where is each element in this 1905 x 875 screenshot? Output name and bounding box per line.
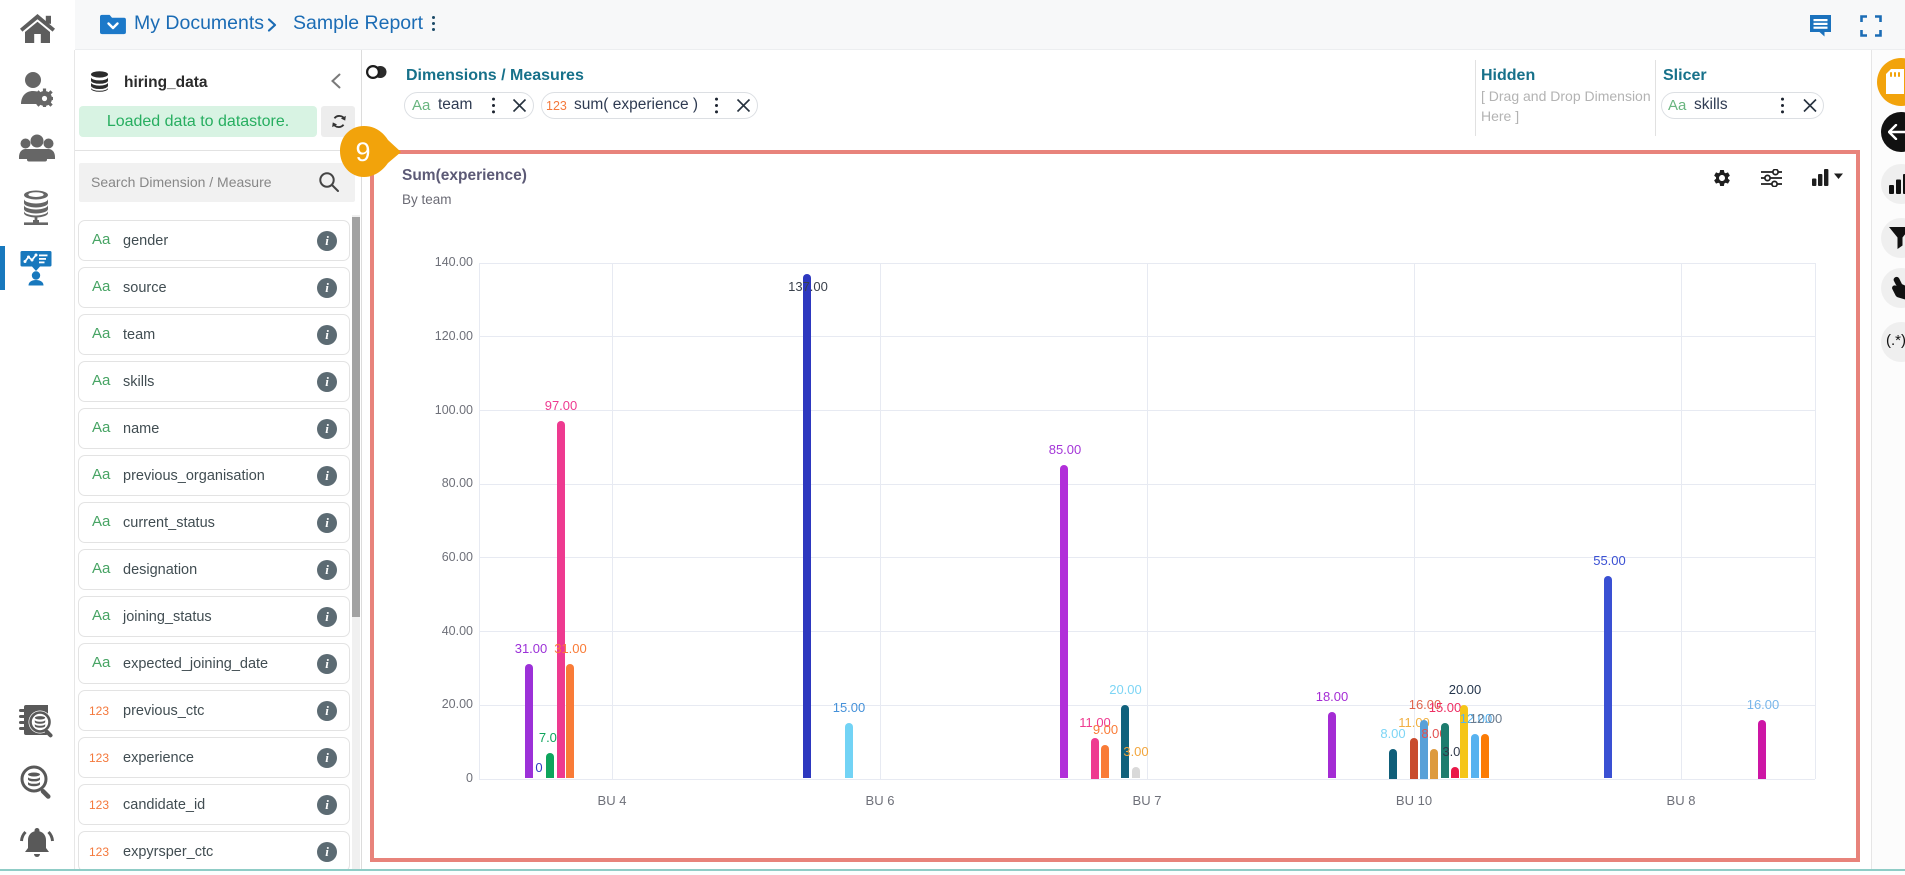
svg-text:9: 9	[355, 137, 370, 167]
